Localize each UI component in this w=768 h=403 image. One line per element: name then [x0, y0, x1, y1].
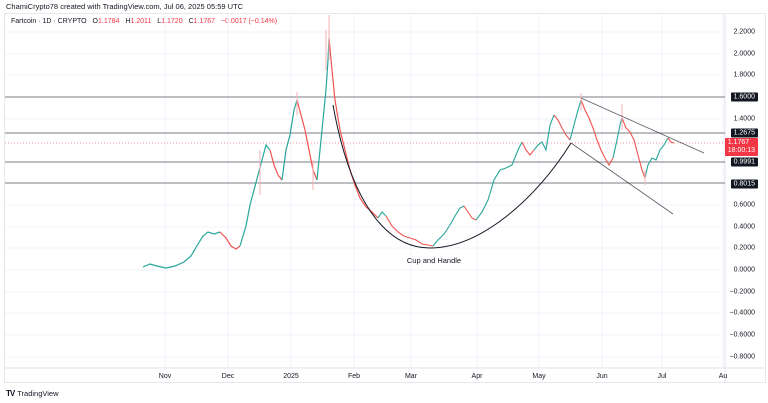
- tradingview-logo-icon: TV: [6, 389, 15, 398]
- channel-upper: [580, 97, 705, 154]
- support-resistance-lines: [5, 96, 725, 184]
- tradingview-brand[interactable]: TV TradingView: [6, 389, 59, 398]
- high-value: 1.2011: [130, 18, 152, 25]
- y-tick: 2.2000: [733, 28, 755, 36]
- low-label: L: [157, 18, 162, 25]
- x-tick: Apr: [471, 373, 483, 380]
- y-tick: 2.0000: [733, 50, 755, 58]
- x-tick: Nov: [158, 373, 172, 380]
- symbol-legend: Fartcoin · 1D · CRYPTO O1.1784 H1.2011 L…: [11, 18, 277, 25]
- x-tick: May: [532, 373, 546, 380]
- y-tick: 0.6000: [733, 201, 755, 209]
- x-tick: Jul: [657, 373, 667, 380]
- x-tick: Jun: [596, 373, 608, 380]
- grid: [5, 14, 724, 368]
- current-price: 1.1767: [727, 139, 750, 146]
- y-tick: −0.2000: [729, 288, 756, 296]
- y-tick: 0.2000: [733, 244, 755, 252]
- pattern-label: Cup and Handle: [406, 256, 462, 265]
- channel-lower: [570, 142, 674, 215]
- change-value: −0.0017 (−0.14%): [221, 18, 278, 25]
- brand-name: TradingView: [17, 389, 59, 398]
- y-tick: −0.6000: [729, 331, 756, 339]
- chart-frame[interactable]: [4, 13, 766, 383]
- bar-countdown: 18:00:13: [727, 147, 755, 154]
- close-value: 1.1767: [193, 18, 216, 25]
- x-tick: 2025: [283, 373, 299, 380]
- x-tick: Dec: [221, 373, 235, 380]
- open-label: O: [92, 18, 98, 25]
- cup-arc: [332, 104, 572, 249]
- y-tick: 0.0000: [733, 266, 755, 274]
- current-price-badge: 1.1767 18:00:13: [724, 138, 758, 156]
- symbol-name: Fartcoin · 1D · CRYPTO: [11, 18, 87, 25]
- x-tick: Feb: [347, 373, 361, 380]
- candles: [142, 15, 675, 269]
- high-label: H: [125, 18, 131, 25]
- level-badge-1-2675: 1.2675: [730, 128, 758, 138]
- level-badge-0-8015: 0.8015: [730, 179, 758, 189]
- y-tick: −0.8000: [729, 353, 756, 361]
- x-tick: Au: [718, 373, 728, 380]
- chart-credit: ChamiCrypto78 created with TradingView.c…: [6, 2, 244, 11]
- y-tick: 1.4000: [733, 115, 755, 123]
- level-badge-0-9991: 0.9991: [730, 157, 758, 167]
- low-value: 1.1720: [161, 18, 183, 25]
- x-tick: Mar: [404, 373, 418, 380]
- y-tick: −0.4000: [729, 309, 756, 317]
- y-tick: 1.8000: [733, 71, 755, 79]
- close-label: C: [188, 18, 194, 25]
- y-tick: 0.4000: [733, 223, 755, 231]
- level-badge-1-6000: 1.6000: [730, 92, 758, 102]
- open-value: 1.1784: [98, 18, 120, 25]
